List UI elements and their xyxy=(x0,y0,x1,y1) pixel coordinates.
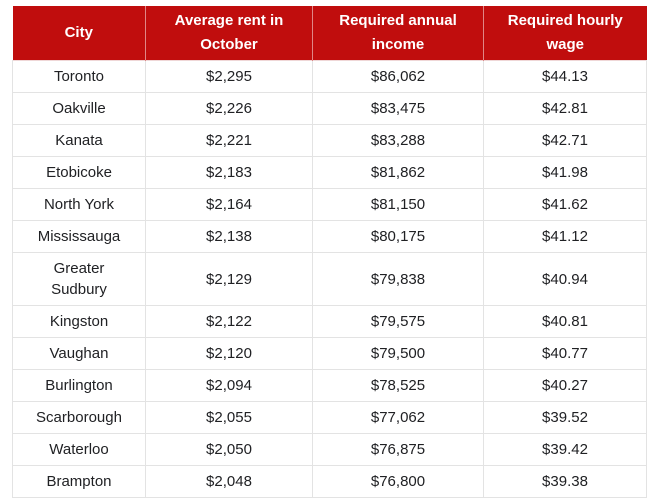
annual-income-cell: $79,500 xyxy=(312,337,484,370)
table-row: Etobicoke $2,183 $81,862 $41.98 xyxy=(12,156,647,189)
avg-rent-cell: $2,094 xyxy=(145,369,313,402)
city-cell: Toronto xyxy=(12,60,146,93)
avg-rent-cell: $2,122 xyxy=(145,305,313,338)
city-cell: North York xyxy=(12,188,146,221)
annual-income-cell: $80,175 xyxy=(312,220,484,253)
column-header-annual-income-cell: Required annual income xyxy=(312,6,484,61)
hourly-wage-cell: $41.98 xyxy=(483,156,647,189)
table-row: Scarborough $2,055 $77,062 $39.52 xyxy=(12,401,647,434)
annual-income-cell: $79,838 xyxy=(312,252,484,306)
avg-rent-cell: $2,183 xyxy=(145,156,313,189)
hourly-wage-cell: $39.42 xyxy=(483,433,647,466)
annual-income-cell: $76,875 xyxy=(312,433,484,466)
hourly-wage-cell: $44.13 xyxy=(483,60,647,93)
hourly-wage-cell: $42.71 xyxy=(483,124,647,157)
avg-rent-cell: $2,050 xyxy=(145,433,313,466)
city-cell: Greater Sudbury xyxy=(12,252,146,306)
hourly-wage-cell: $39.38 xyxy=(483,465,647,498)
table-body: Toronto $2,295 $86,062 $44.13 Oakville $2,226… xyxy=(12,60,647,498)
city-cell: Kingston xyxy=(12,305,146,338)
header-row: City Average rent in October Required annu… xyxy=(12,6,647,61)
table-row: Mississauga $2,138 $80,175 $41.12 xyxy=(12,220,647,253)
table-row: Oakville $2,226 $83,475 $42.81 xyxy=(12,92,647,125)
avg-rent-cell: $2,138 xyxy=(145,220,313,253)
avg-rent-cell: $2,295 xyxy=(145,60,313,93)
avg-rent-cell: $2,164 xyxy=(145,188,313,221)
column-header-avg-rent-cell: Average rent in October xyxy=(145,6,313,61)
annual-income-cell: $81,862 xyxy=(312,156,484,189)
hourly-wage-cell: $41.12 xyxy=(483,220,647,253)
annual-income-cell: $78,525 xyxy=(312,369,484,402)
city-cell: Scarborough xyxy=(12,401,146,434)
hourly-wage-cell: $41.62 xyxy=(483,188,647,221)
city-cell: Kanata xyxy=(12,124,146,157)
hourly-wage-cell: $42.81 xyxy=(483,92,647,125)
annual-income-cell: $77,062 xyxy=(312,401,484,434)
avg-rent-cell: $2,055 xyxy=(145,401,313,434)
annual-income-cell: $79,575 xyxy=(312,305,484,338)
hourly-wage-cell: $40.27 xyxy=(483,369,647,402)
city-cell: Burlington xyxy=(12,369,146,402)
table-row: Waterloo $2,050 $76,875 $39.42 xyxy=(12,433,647,466)
annual-income-cell: $86,062 xyxy=(312,60,484,93)
avg-rent-cell: $2,129 xyxy=(145,252,313,306)
avg-rent-cell: $2,048 xyxy=(145,465,313,498)
annual-income-cell: $81,150 xyxy=(312,188,484,221)
annual-income-cell: $83,475 xyxy=(312,92,484,125)
table-row: Burlington $2,094 $78,525 $40.27 xyxy=(12,369,647,402)
hourly-wage-cell: $39.52 xyxy=(483,401,647,434)
table-header: City Average rent in October Required annu… xyxy=(12,6,647,61)
hourly-wage-cell: $40.77 xyxy=(483,337,647,370)
avg-rent-cell: $2,226 xyxy=(145,92,313,125)
city-cell: Oakville xyxy=(12,92,146,125)
avg-rent-cell: $2,221 xyxy=(145,124,313,157)
city-cell: Waterloo xyxy=(12,433,146,466)
table-row: Greater Sudbury $2,129 $79,838 $40.94 xyxy=(12,252,647,306)
table-row: Kingston $2,122 $79,575 $40.81 xyxy=(12,305,647,338)
avg-rent-cell: $2,120 xyxy=(145,337,313,370)
city-cell: Vaughan xyxy=(12,337,146,370)
city-cell: Etobicoke xyxy=(12,156,146,189)
city-cell: Brampton xyxy=(12,465,146,498)
annual-income-cell: $83,288 xyxy=(312,124,484,157)
table-row: North York $2,164 $81,150 $41.62 xyxy=(12,188,647,221)
table-row: Vaughan $2,120 $79,500 $40.77 xyxy=(12,337,647,370)
table-row: Brampton $2,048 $76,800 $39.38 xyxy=(12,465,647,498)
column-header-hourly-wage-cell: Required hourly wage xyxy=(483,6,647,61)
table-row: Toronto $2,295 $86,062 $44.13 xyxy=(12,60,647,93)
column-header-city-cell: City xyxy=(12,6,146,61)
hourly-wage-cell: $40.94 xyxy=(483,252,647,306)
table-row: Kanata $2,221 $83,288 $42.71 xyxy=(12,124,647,157)
annual-income-cell: $76,800 xyxy=(312,465,484,498)
city-cell: Mississauga xyxy=(12,220,146,253)
rent-table: City Average rent in October Required annu… xyxy=(12,6,647,498)
hourly-wage-cell: $40.81 xyxy=(483,305,647,338)
